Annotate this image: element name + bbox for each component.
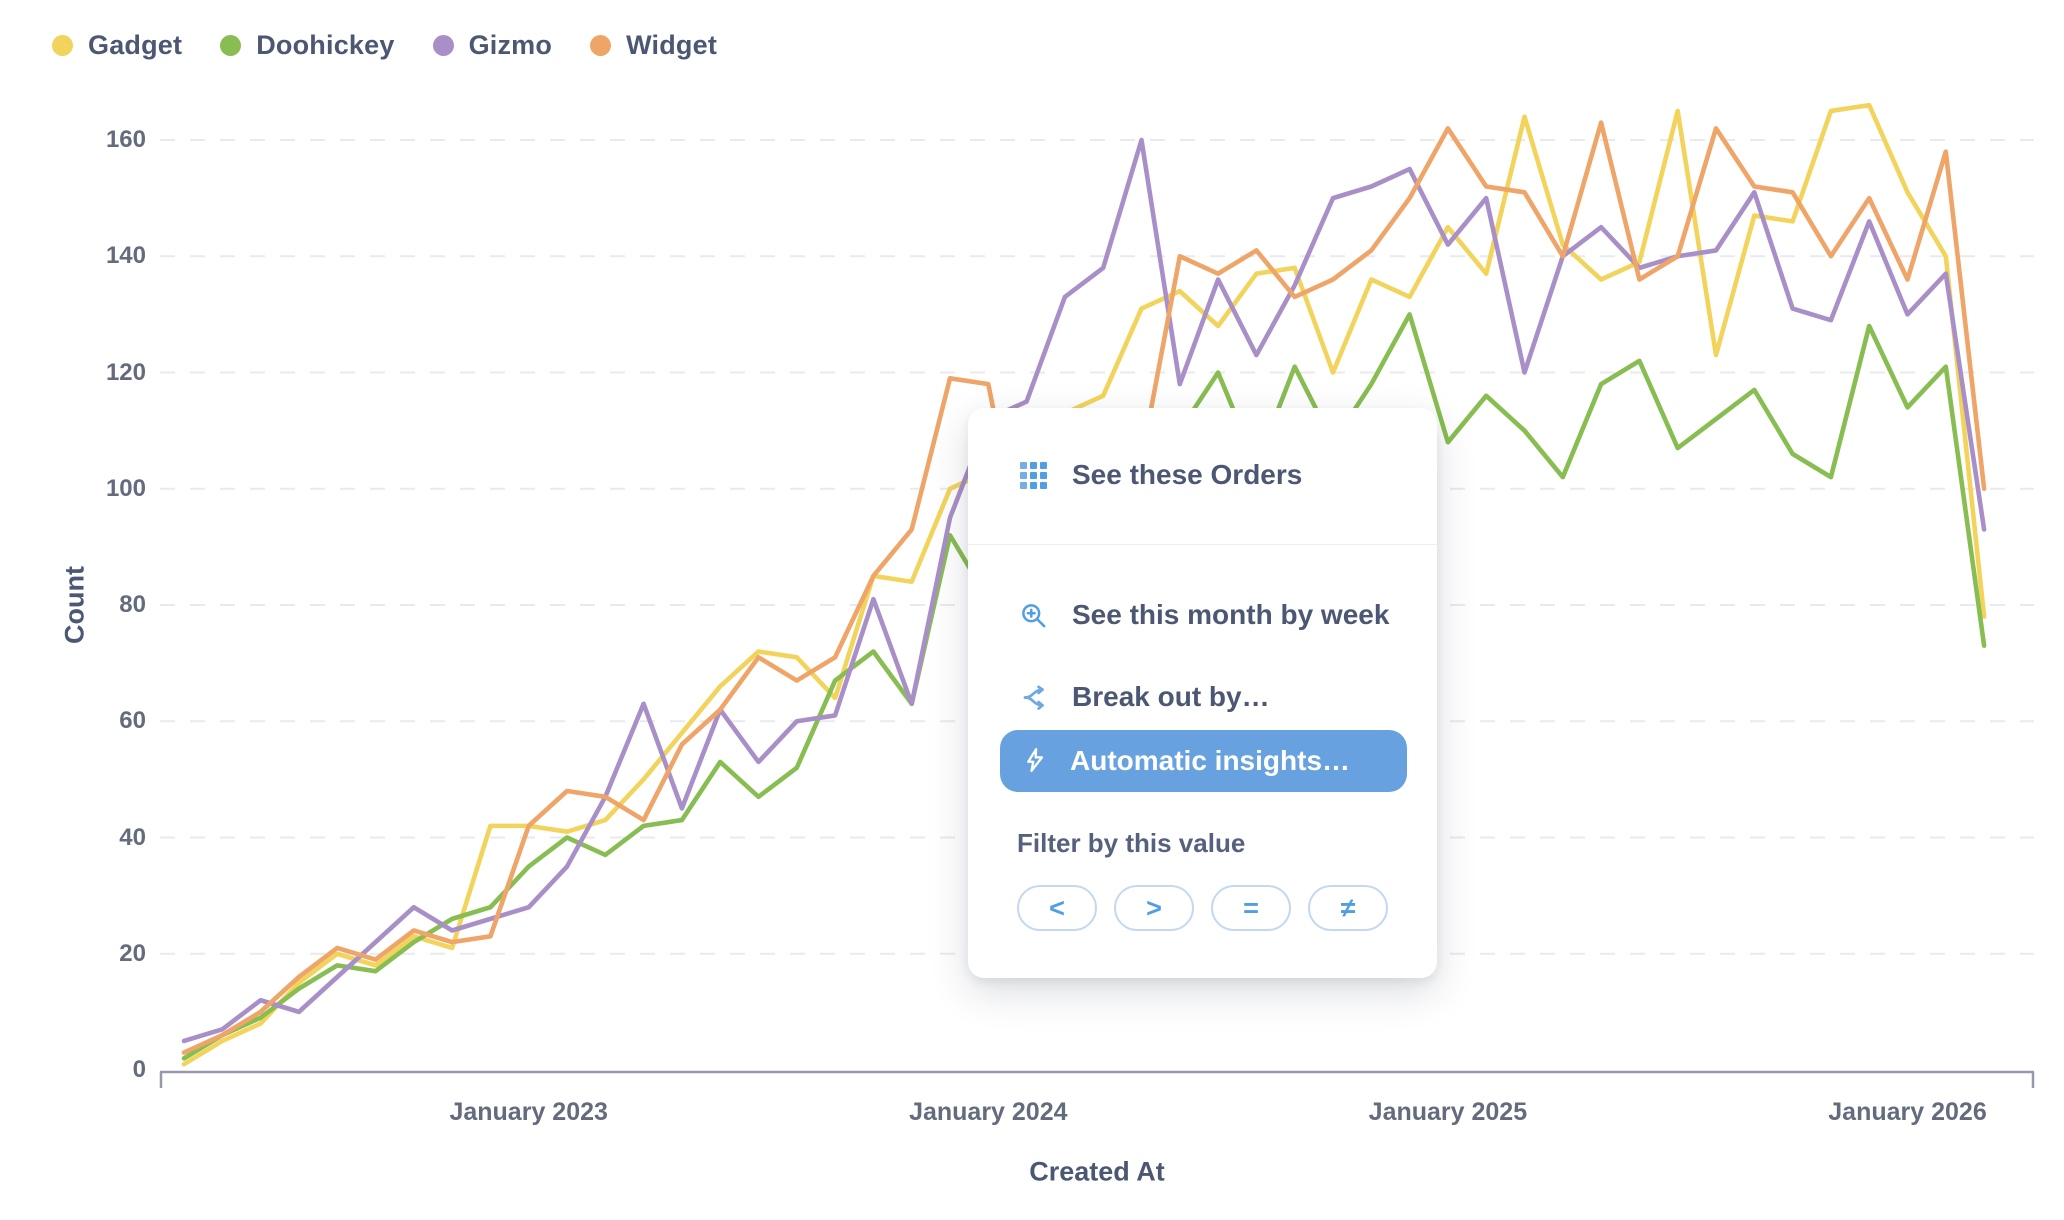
menu-item-see-these-orders[interactable]: See these Orders: [968, 443, 1437, 507]
table-grid-icon: [1018, 461, 1048, 489]
zoom-in-icon: [1018, 602, 1048, 629]
filter-greater-than-button[interactable]: >: [1114, 885, 1194, 931]
filter-by-value-label: Filter by this value: [1017, 828, 1246, 858]
legend-item-gizmo[interactable]: Gizmo: [432, 30, 553, 61]
filter-operator-row: < > = ≠: [1017, 885, 1388, 931]
legend-item-widget[interactable]: Widget: [590, 30, 717, 61]
series-dot-gadget: [52, 35, 73, 56]
y-tick-label: 160: [105, 126, 146, 153]
y-tick-label: 0: [132, 1056, 146, 1083]
lightning-bolt-icon: [1022, 747, 1048, 776]
y-tick-label: 40: [119, 823, 146, 851]
legend-label: Widget: [626, 30, 718, 60]
series-dot-gizmo: [432, 35, 454, 56]
series-dot-doohickey: [220, 35, 242, 56]
split-arrow-icon: [1018, 684, 1048, 711]
automatic-insights-button[interactable]: Automatic insights…: [1000, 730, 1407, 792]
menu-item-break-out-by[interactable]: Break out by…: [968, 665, 1437, 729]
menu-item-label: See this month by week: [1072, 599, 1390, 630]
y-tick-label: 140: [105, 242, 146, 270]
drill-through-popup: See these Orders See this month by week …: [968, 408, 1437, 978]
y-tick-label: 60: [119, 707, 146, 735]
menu-item-label: Automatic insights…: [1070, 745, 1351, 776]
y-tick-label: 80: [119, 591, 146, 618]
y-tick-label: 20: [119, 939, 146, 967]
filter-equals-button[interactable]: =: [1211, 885, 1291, 931]
legend-label: Gadget: [88, 30, 183, 60]
menu-item-label: See these Orders: [1072, 459, 1303, 490]
legend-item-gadget[interactable]: Gadget: [52, 30, 182, 61]
series-dot-widget: [590, 35, 612, 56]
x-axis-title: Created At: [1029, 1156, 1165, 1187]
popup-divider: [968, 544, 1437, 545]
legend-label: Doohickey: [256, 30, 395, 60]
y-tick-label: 100: [105, 474, 146, 502]
x-tick-label: January 2025: [1368, 1098, 1528, 1126]
x-tick-label: January 2026: [1828, 1098, 1987, 1126]
filter-not-equals-button[interactable]: ≠: [1308, 885, 1388, 931]
menu-item-label: Break out by…: [1072, 681, 1270, 712]
legend-item-doohickey[interactable]: Doohickey: [220, 30, 394, 61]
filter-less-than-button[interactable]: <: [1017, 885, 1097, 931]
y-tick-label: 120: [105, 358, 146, 386]
menu-item-see-month-by-week[interactable]: See this month by week: [968, 583, 1437, 647]
chart-legend: Gadget Doohickey Gizmo Widget: [52, 30, 717, 61]
legend-label: Gizmo: [468, 30, 553, 60]
x-tick-label: January 2024: [909, 1098, 1068, 1126]
x-tick-label: January 2023: [449, 1098, 608, 1126]
